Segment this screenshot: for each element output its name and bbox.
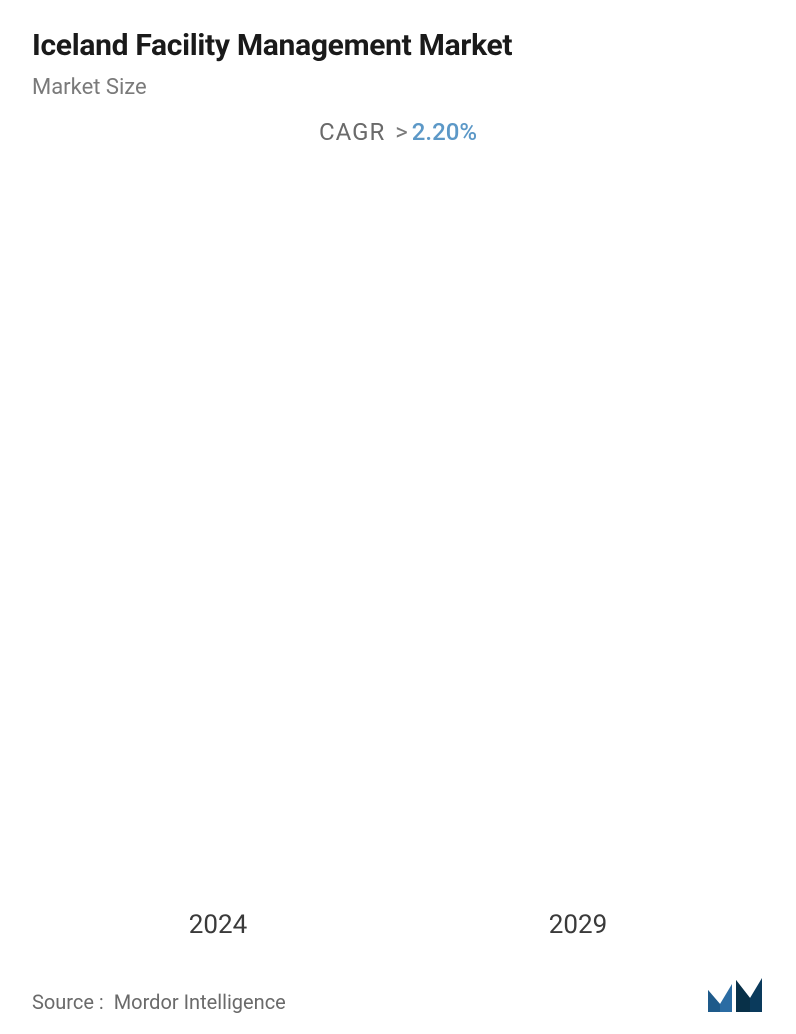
subtitle: Market Size — [32, 75, 764, 100]
axis-label-2024: 2024 — [78, 910, 358, 940]
footer: Source : Mordor Intelligence — [32, 968, 764, 1014]
source-name: Mordor Intelligence — [114, 990, 286, 1014]
cagr-value: 2.20% — [412, 118, 477, 146]
axis-label-2029: 2029 — [438, 910, 718, 940]
cagr-operator: > — [395, 118, 408, 146]
source-text: Source : Mordor Intelligence — [32, 990, 286, 1014]
chart-container: Iceland Facility Management Market Marke… — [0, 0, 796, 1034]
axis-labels: 2024 2029 — [32, 898, 764, 948]
mordor-logo-icon — [706, 976, 764, 1014]
source-label: Source : — [32, 990, 104, 1014]
page-title: Iceland Facility Management Market — [32, 28, 764, 63]
cagr-row: CAGR >2.20% — [32, 118, 764, 146]
bars-wrapper — [32, 176, 764, 898]
chart-area: 2024 2029 — [32, 176, 764, 948]
cagr-label: CAGR — [319, 118, 385, 146]
